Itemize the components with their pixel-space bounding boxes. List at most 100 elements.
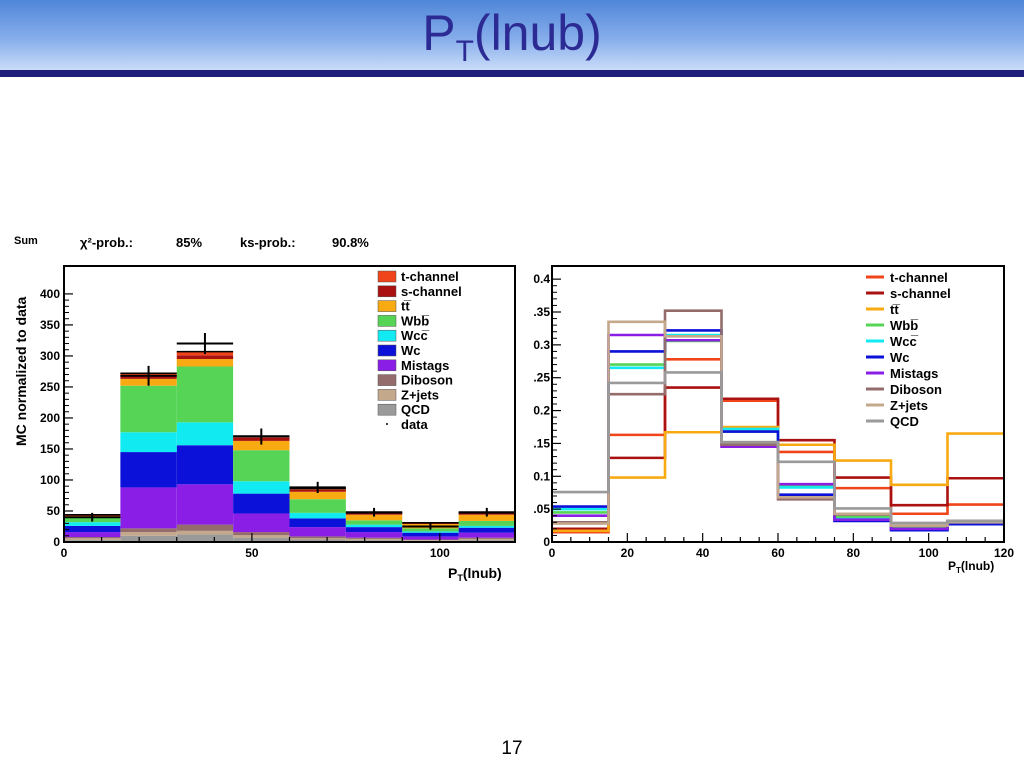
stack-bar-wcc-bin-0 [64, 522, 121, 526]
left-x-tick-label: 100 [430, 546, 450, 560]
right-legend-label: Mistags [890, 366, 938, 381]
stack-bar-qcd-bin-1 [120, 535, 177, 542]
right-legend-label: t-channel [890, 270, 948, 285]
stats-chi2-label: χ²-prob.: [80, 235, 133, 250]
right-y-tick-label: .05 [533, 502, 550, 516]
right-x-tick-label: 20 [621, 546, 635, 560]
left-legend-swatch [377, 344, 397, 357]
slide-title-rest: (lnub) [473, 5, 602, 61]
right-y-tick-label: 0.3 [533, 338, 550, 352]
left-y-axis: 0 50 100 150 200 250 300 350 400 [40, 287, 73, 549]
slide-title-main: P [422, 5, 456, 61]
left-legend-swatch [377, 315, 397, 327]
left-x-label-rest: (lnub) [463, 565, 502, 581]
right-legend-label: tt̅ [890, 302, 900, 317]
stats-ks-value: 90.8% [332, 235, 369, 250]
left-legend-swatch [377, 389, 397, 401]
stack-bar-diboson-bin-6 [402, 539, 459, 541]
line-series-qcd [552, 371, 1004, 525]
left-legend-swatch [377, 359, 397, 372]
right-y-axis: 0 .05 0.1 .15 0.2 .25 0.3 .35 0.4 [533, 272, 561, 549]
right-x-tick-label: 40 [696, 546, 710, 560]
left-legend-label: t-channel [401, 269, 459, 284]
left-legend-swatch [377, 374, 397, 386]
right-x-label-rest: (lnub) [961, 559, 994, 573]
stats-ks-label: ks-prob.: [240, 235, 296, 250]
right-legend-label: Diboson [890, 382, 942, 397]
stack-bar-wc-bin-7 [458, 527, 515, 533]
left-x-label-main: P [448, 565, 457, 581]
stack-bar-qcd-bin-4 [289, 539, 346, 542]
left-x-label-sub: T [457, 573, 463, 583]
stack-bar-wbb-bin-6 [402, 528, 459, 532]
stack-bar-z-jets-bin-3 [233, 535, 290, 538]
stack-bar-wcc-bin-6 [402, 531, 459, 533]
stack-bar-diboson-bin-3 [233, 532, 290, 536]
stacked-histogram-chart: 0 50 100 150 200 250 300 350 400 0 50 100 MC norma… [13, 265, 516, 583]
left-legend-label-data: data [401, 417, 429, 432]
stack-bar-mistags-bin-2 [176, 484, 234, 525]
line-series-s-channel [552, 386, 1004, 531]
stack-bar-wc-bin-2 [176, 445, 234, 485]
stack-bar-wcc-bin-4 [289, 512, 346, 519]
left-y-axis-label: MC normalized to data [13, 296, 29, 446]
stack-bar-diboson-bin-4 [289, 536, 346, 539]
left-legend-swatch [377, 270, 397, 283]
stack-bar-wcc-bin-2 [176, 422, 234, 446]
left-y-tick-label: 400 [40, 287, 60, 301]
stack-bar-mistags-bin-1 [120, 487, 177, 529]
page-number: 17 [501, 738, 523, 759]
stack-bar-wbb-bin-7 [458, 520, 515, 526]
stack-bar-tt-bin-7 [458, 514, 515, 521]
left-x-tick-label: 0 [61, 546, 68, 560]
step-histogram-chart: 0 .05 0.1 .15 0.2 .25 0.3 .35 0.4 0 20 40 60 80 100 12… [533, 265, 1014, 575]
stack-bar-mistags-bin-0 [64, 532, 121, 538]
stack-bar-diboson-bin-0 [64, 537, 121, 539]
left-legend-label: QCD [401, 402, 430, 417]
stack-bar-wbb-bin-1 [120, 385, 177, 433]
left-legend-label: s-channel [401, 284, 462, 299]
left-y-tick-label: 150 [40, 442, 60, 456]
stack-bar-mistags-bin-6 [402, 536, 459, 540]
stack-bar-wbb-bin-5 [345, 520, 403, 525]
stack-bar-wbb-bin-3 [233, 450, 290, 482]
left-y-tick-label: 300 [40, 349, 60, 363]
right-x-tick-label: 80 [847, 546, 861, 560]
right-x-tick-label: 0 [549, 546, 556, 560]
left-legend-swatch [377, 403, 397, 416]
right-legend-label: Wc [890, 350, 910, 365]
stack-bar-z-jets-bin-2 [176, 530, 234, 535]
stack-bar-z-jets-bin-7 [458, 538, 515, 541]
slide-title-subscript: T [455, 35, 474, 68]
right-x-tick-label: 60 [771, 546, 785, 560]
right-legend-label: Wcc̅ [890, 334, 919, 349]
right-legend: t-channels-channeltt̅Wbb̅Wcc̅WcMistagsDi… [866, 270, 951, 429]
stack-bar-wbb-bin-2 [176, 366, 234, 423]
right-x-axis-label: PT(lnub) [948, 559, 994, 575]
stack-bar-wc-bin-3 [233, 493, 290, 514]
stack-bar-wcc-bin-1 [120, 432, 177, 453]
right-legend-label: s-channel [890, 286, 951, 301]
left-y-tick-label: 350 [40, 318, 60, 332]
stack-bar-wcc-bin-3 [233, 481, 290, 494]
right-y-tick-label: .15 [533, 436, 550, 450]
stack-bar-tt-bin-3 [233, 440, 290, 451]
left-bars [64, 350, 515, 542]
left-legend-label: Z+jets [401, 387, 439, 402]
left-y-tick-label: 200 [40, 411, 60, 425]
slide-title: PT(lnub) [0, 4, 1024, 69]
left-legend-label: Diboson [401, 373, 453, 388]
line-series-z-jets [552, 320, 1004, 527]
right-legend-label: QCD [890, 414, 919, 429]
stack-bar-z-jets-bin-5 [345, 538, 403, 541]
right-x-tick-label: 100 [919, 546, 939, 560]
stack-bar-z-jets-bin-6 [402, 540, 459, 541]
stack-bar-tt-bin-5 [345, 514, 403, 521]
right-x-label-main: P [948, 559, 956, 573]
stack-bar-tt-bin-4 [289, 491, 346, 500]
left-data-points [64, 332, 515, 530]
stack-bar-wcc-bin-7 [458, 525, 515, 528]
title-band [0, 0, 1024, 70]
left-x-tick-label: 50 [245, 546, 259, 560]
